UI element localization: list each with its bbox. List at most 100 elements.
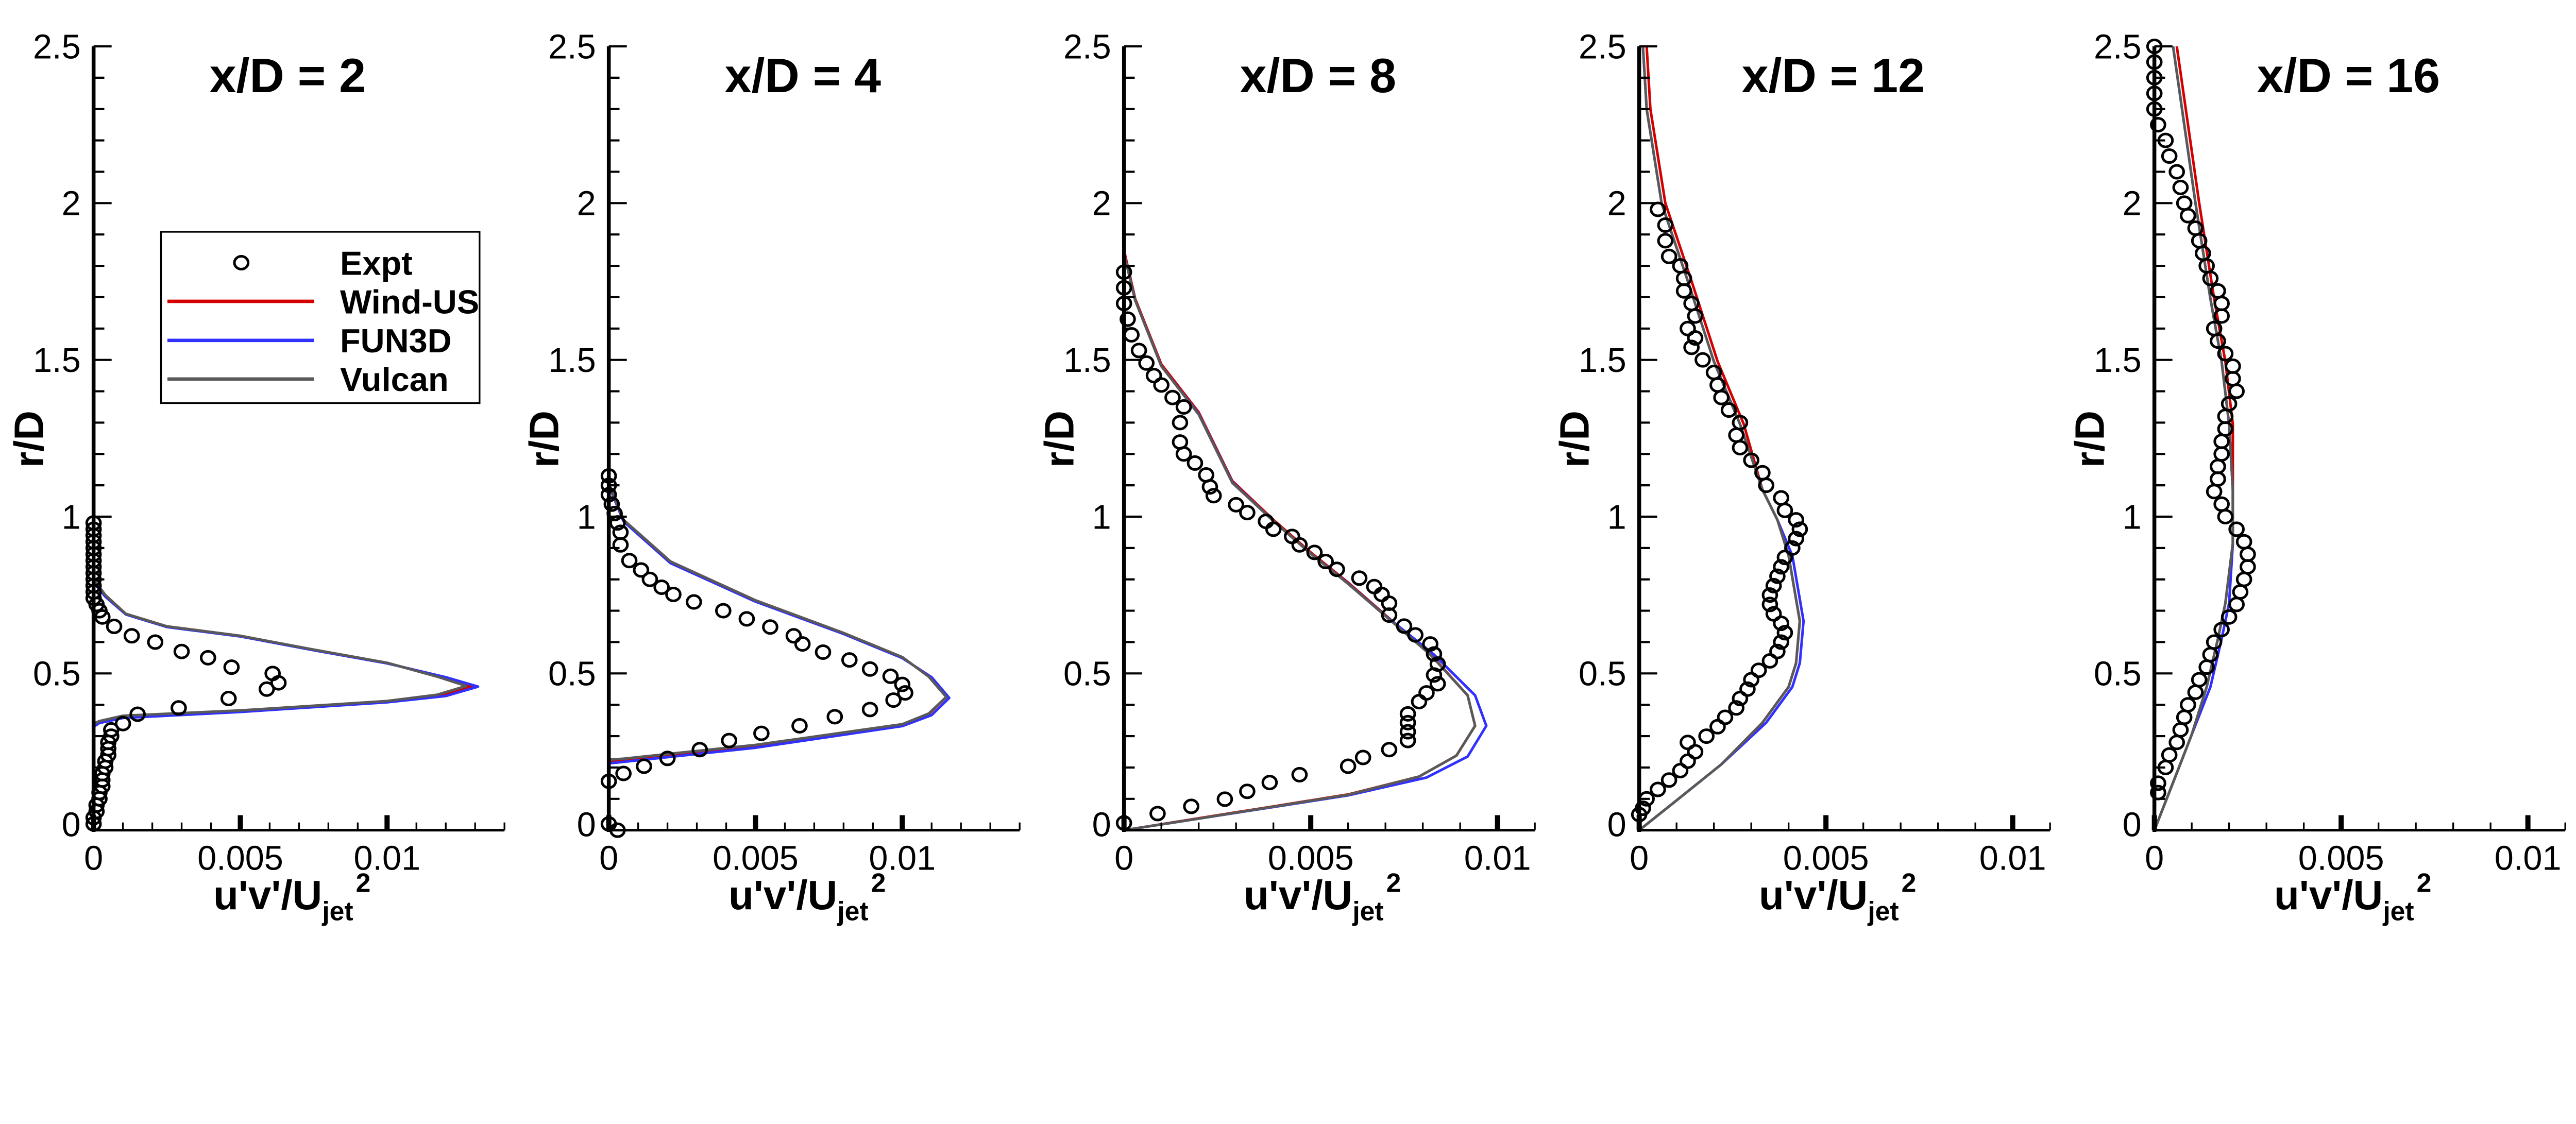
data-point-expt	[1418, 685, 1435, 701]
x-axis-title-subscript: jet	[321, 896, 353, 926]
x-axis-title: u'v'/Ujet2	[1244, 868, 1401, 926]
data-point-expt	[1291, 767, 1308, 782]
data-point-expt	[1130, 343, 1147, 359]
series-markers-expt	[600, 468, 913, 838]
data-point-expt	[1675, 270, 1692, 286]
data-point-expt	[826, 709, 843, 725]
data-point-expt	[1306, 544, 1323, 560]
data-point-expt	[785, 628, 802, 644]
panel-4: 00.511.522.50 0.005 0.01x/D = 12u'v'/Ujet2…	[1551, 28, 2051, 926]
data-point-expt	[659, 751, 676, 767]
data-point-expt	[114, 716, 131, 731]
data-point-expt	[1769, 568, 1786, 584]
y-axis-title: r/D	[521, 411, 567, 468]
y-tick-label: 0.5	[1579, 655, 1626, 693]
data-point-expt	[2198, 659, 2215, 675]
data-point-expt	[2217, 508, 2234, 524]
data-point-expt	[173, 643, 190, 659]
data-point-expt	[2228, 521, 2245, 537]
x-axis-title-superscript: 2	[1902, 868, 1917, 898]
data-point-expt	[1265, 521, 1282, 537]
data-point-expt	[2187, 684, 2204, 700]
data-point-expt	[223, 659, 240, 675]
data-point-expt	[2206, 484, 2223, 500]
series-line-wind-us	[1123, 250, 1477, 832]
series-markers-expt	[1631, 201, 1808, 823]
data-point-expt	[2217, 346, 2234, 362]
data-point-expt	[1761, 597, 1778, 612]
data-point-expt	[1239, 505, 1256, 521]
data-point-expt	[2210, 471, 2226, 487]
data-point-expt	[621, 553, 638, 569]
data-point-expt	[2150, 117, 2166, 133]
y-tick-label: 1.5	[1063, 342, 1111, 380]
data-point-expt	[1694, 352, 1711, 368]
x-axis-title-main: u'v'/U	[1759, 872, 1868, 918]
y-tick-label: 0.5	[33, 655, 81, 693]
data-point-expt	[641, 571, 658, 587]
x-tick-label: 0	[1114, 839, 1133, 877]
data-point-expt	[715, 603, 732, 619]
data-point-expt	[2228, 597, 2245, 612]
data-point-expt	[2228, 383, 2245, 399]
y-tick-label: 1	[577, 498, 596, 536]
legend-marker-expt	[233, 254, 250, 270]
data-point-expt	[1698, 728, 1715, 744]
data-point-expt	[1374, 586, 1390, 602]
data-point-expt	[612, 537, 629, 553]
y-tick-label: 2	[577, 185, 596, 223]
data-point-expt	[1773, 634, 1789, 650]
data-point-expt	[1429, 676, 1446, 692]
data-point-expt	[1788, 512, 1804, 528]
data-point-expt	[2235, 571, 2252, 587]
data-point-expt	[270, 675, 287, 691]
data-point-expt	[1366, 578, 1383, 594]
series-line-vulcan	[1638, 46, 1801, 831]
series-line-vulcan	[92, 578, 468, 830]
y-tick-label: 0	[577, 806, 596, 844]
data-point-expt	[2161, 148, 2178, 164]
x-axis-title: u'v'/Ujet2	[213, 868, 370, 926]
data-point-expt	[1317, 554, 1334, 570]
y-tick-label: 1	[1607, 498, 1626, 536]
data-point-expt	[762, 619, 778, 635]
panel-1: 00.511.522.50 0.005 0.01x/D = 2u'v'/Ujet2r…	[6, 28, 505, 926]
data-point-expt	[129, 706, 146, 722]
x-tick-label: 0.01	[353, 839, 420, 877]
y-tick-label: 1	[1092, 498, 1111, 536]
data-point-expt	[691, 742, 708, 758]
series-markers-expt	[2146, 38, 2256, 801]
y-tick-label: 1.5	[548, 342, 596, 380]
x-tick-label: 0.01	[1979, 839, 2046, 877]
data-point-expt	[2213, 622, 2230, 638]
x-axis-title-superscript: 2	[1386, 868, 1401, 898]
series-line-wind-us	[2153, 46, 2234, 831]
data-point-expt	[2172, 179, 2189, 195]
data-point-expt	[686, 594, 702, 610]
series-line-fun3d	[607, 485, 951, 830]
data-point-expt	[2202, 270, 2219, 286]
x-axis-title-subscript: jet	[1352, 896, 1383, 926]
y-tick-label: 1.5	[2094, 342, 2142, 380]
data-point-expt	[1183, 798, 1199, 814]
data-point-expt	[1776, 550, 1793, 566]
data-point-expt	[1175, 446, 1192, 462]
data-point-expt	[1720, 402, 1737, 418]
data-point-expt	[2180, 208, 2196, 224]
x-tick-label: 0.005	[1783, 839, 1869, 877]
data-point-expt	[894, 676, 911, 692]
data-point-expt	[653, 579, 670, 595]
data-point-expt	[1728, 700, 1744, 716]
data-point-expt	[1201, 479, 1218, 495]
data-point-expt	[1351, 570, 1368, 586]
data-point-expt	[2213, 308, 2230, 324]
data-point-expt	[2168, 735, 2185, 751]
data-point-expt	[897, 685, 913, 701]
x-axis-title-superscript: 2	[2417, 868, 2432, 898]
data-point-expt	[1728, 427, 1744, 443]
data-point-expt	[841, 652, 858, 668]
data-point-expt	[636, 758, 652, 774]
data-point-expt	[861, 661, 878, 677]
data-point-expt	[794, 636, 811, 652]
data-point-expt	[1381, 607, 1398, 623]
